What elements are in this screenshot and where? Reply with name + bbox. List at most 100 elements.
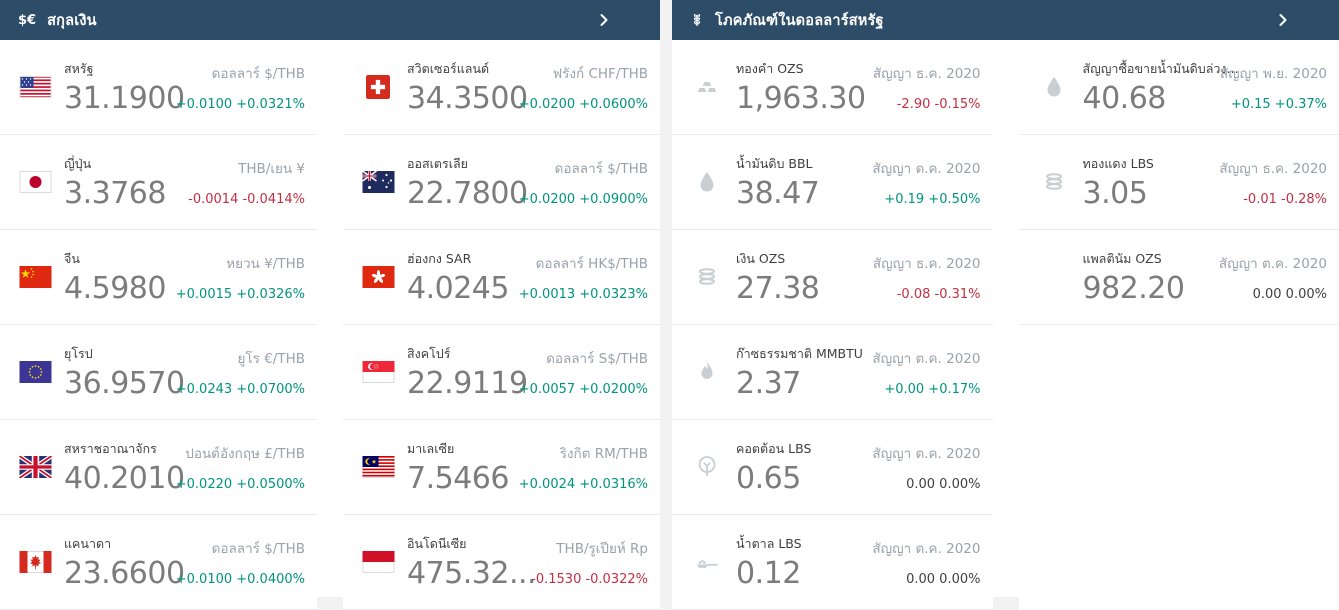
change-value: +0.0024 +0.0316%: [519, 477, 648, 492]
commodities-panel: โภคภัณฑ์ในดอลลาร์สหรัฐ ทองคำ OZS 1,963.3…: [672, 0, 1339, 597]
change-value: -0.01 -0.28%: [1219, 192, 1327, 207]
commodity-card[interactable]: คอตต้อน LBS 0.65 สัญญา ต.ค. 2020 0.00 0.…: [672, 420, 993, 515]
country-name: อินโดนีเซีย: [407, 534, 523, 554]
currency-card[interactable]: สิงคโปร์ 22.9119 ดอลลาร์ S$/THB +0.0057 …: [343, 325, 660, 420]
us-flag-icon: [18, 76, 52, 98]
currency-card[interactable]: แคนาดา 23.6600 ดอลลาร์ $/THB +0.0100 +0.…: [0, 515, 317, 610]
commodity-name: สัญญาซื้อขายน้ำมันดิบล่วง...: [1083, 59, 1212, 79]
contract-label: สัญญา พ.ย. 2020: [1220, 62, 1327, 84]
country-name: ญี่ปุ่น: [64, 154, 180, 174]
exchange-rate-value: 475.32...: [407, 557, 523, 591]
currency-pair-label: ปอนด์อังกฤษ £/THB: [176, 442, 305, 464]
country-name: ฮ่องกง SAR: [407, 249, 511, 269]
currency-card[interactable]: จีน 4.5980 หยวน ¥/THB +0.0015 +0.0326%: [0, 230, 317, 325]
country-name: สวิตเซอร์แลนด์: [407, 59, 511, 79]
currency-card[interactable]: ยุโรป 36.9570 ยูโร €/THB +0.0243 +0.0700…: [0, 325, 317, 420]
wheat-icon: [690, 12, 704, 28]
currency-pair-label: ริงกิต RM/THB: [519, 442, 648, 464]
eu-flag-icon: [18, 361, 52, 383]
dollar-euro-icon: $€: [18, 13, 36, 28]
commodity-name: ทองแดง LBS: [1083, 154, 1212, 174]
commodities-expand-chevron[interactable]: [1273, 0, 1293, 40]
exchange-rate-value: 36.9570: [64, 367, 168, 401]
change-value: -0.08 -0.31%: [873, 287, 981, 302]
currency-pair-label: หยวน ¥/THB: [176, 252, 305, 274]
country-name: แคนาดา: [64, 534, 168, 554]
change-value: -2.90 -0.15%: [873, 97, 981, 112]
currencies-panel-header: $€ สกุลเงิน: [0, 0, 660, 40]
currency-card[interactable]: อินโดนีเซีย 475.32... THB/รูเปียห์ Rp -0…: [343, 515, 660, 610]
change-value: +0.0200 +0.0900%: [519, 192, 648, 207]
cotton-icon: [690, 453, 724, 481]
exchange-rate-value: 4.5980: [64, 272, 168, 306]
commodity-price-value: 27.38: [736, 272, 865, 306]
currency-card[interactable]: สวิตเซอร์แลนด์ 34.3500 ฟรังก์ CHF/THB +0…: [343, 40, 660, 135]
exchange-rate-value: 4.0245: [407, 272, 511, 306]
commodity-price-value: 2.37: [736, 367, 864, 401]
currency-card[interactable]: ฮ่องกง SAR 4.0245 ดอลลาร์ HK$/THB +0.001…: [343, 230, 660, 325]
currencies-panel-title: สกุลเงิน: [47, 9, 97, 32]
commodity-card[interactable]: แพลตินัม OZS 982.20 สัญญา ต.ค. 2020 0.00…: [1019, 230, 1339, 325]
change-value: +0.0243 +0.0700%: [176, 382, 305, 397]
empty-card-slot: [1019, 325, 1339, 420]
commodity-price-value: 0.12: [736, 557, 864, 591]
exchange-rate-value: 7.5466: [407, 462, 511, 496]
country-name: ออสเตรเลีย: [407, 154, 511, 174]
commodity-price-value: 982.20: [1083, 272, 1211, 306]
jp-flag-icon: [18, 171, 52, 193]
contract-label: สัญญา ต.ค. 2020: [872, 347, 980, 369]
currencies-expand-chevron[interactable]: [594, 0, 614, 40]
ca-flag-icon: [18, 551, 52, 573]
currency-pair-label: THB/เยน ¥: [188, 157, 305, 179]
change-value: 0.00 0.00%: [872, 477, 980, 492]
commodity-card[interactable]: ทองคำ OZS 1,963.30 สัญญา ธ.ค. 2020 -2.90…: [672, 40, 993, 135]
commodity-card[interactable]: สัญญาซื้อขายน้ำมันดิบล่วง... 40.68 สัญญา…: [1019, 40, 1339, 135]
country-name: จีน: [64, 249, 168, 269]
gb-flag-icon: [18, 456, 52, 478]
country-name: สหราชอาณาจักร: [64, 439, 168, 459]
currency-pair-label: ดอลลาร์ $/THB: [519, 157, 648, 179]
currency-card[interactable]: ญี่ปุ่น 3.3768 THB/เยน ¥ -0.0014 -0.0414…: [0, 135, 317, 230]
currency-card[interactable]: ออสเตรเลีย 22.7800 ดอลลาร์ $/THB +0.0200…: [343, 135, 660, 230]
change-value: +0.00 +0.17%: [872, 382, 980, 397]
commodity-price-value: 0.65: [736, 462, 864, 496]
currency-card[interactable]: สหรัฐ 31.1900 ดอลลาร์ $/THB +0.0100 +0.0…: [0, 40, 317, 135]
exchange-rate-value: 23.6600: [64, 557, 168, 591]
commodity-card[interactable]: ก๊าซธรรมชาติ MMBTU 2.37 สัญญา ต.ค. 2020 …: [672, 325, 993, 420]
commodities-panel-header: โภคภัณฑ์ในดอลลาร์สหรัฐ: [672, 0, 1339, 40]
coil-icon: [1037, 168, 1071, 196]
contract-label: สัญญา ต.ค. 2020: [872, 157, 980, 179]
contract-label: สัญญา ต.ค. 2020: [872, 537, 980, 559]
sugar-icon: [690, 548, 724, 576]
commodity-name: คอตต้อน LBS: [736, 439, 864, 459]
contract-label: สัญญา ต.ค. 2020: [872, 442, 980, 464]
currency-card[interactable]: มาเลเซีย 7.5466 ริงกิต RM/THB +0.0024 +0…: [343, 420, 660, 515]
contract-label: สัญญา ธ.ค. 2020: [873, 252, 981, 274]
change-value: -0.1530 -0.0322%: [531, 572, 648, 587]
exchange-rate-value: 22.9119: [407, 367, 511, 401]
currency-pair-label: ดอลลาร์ S$/THB: [519, 347, 648, 369]
change-value: -0.0014 -0.0414%: [188, 192, 305, 207]
change-value: +0.15 +0.37%: [1220, 97, 1327, 112]
commodity-card[interactable]: น้ำตาล LBS 0.12 สัญญา ต.ค. 2020 0.00 0.0…: [672, 515, 993, 610]
change-value: +0.0100 +0.0321%: [176, 97, 305, 112]
currency-card[interactable]: สหราชอาณาจักร 40.2010 ปอนด์อังกฤษ £/THB …: [0, 420, 317, 515]
empty-card-slot: [1019, 515, 1339, 610]
commodity-card[interactable]: น้ำมันดิบ BBL 38.47 สัญญา ต.ค. 2020 +0.1…: [672, 135, 993, 230]
contract-label: สัญญา ธ.ค. 2020: [1219, 157, 1327, 179]
commodity-price-value: 40.68: [1083, 82, 1212, 116]
commodity-name: น้ำตาล LBS: [736, 534, 864, 554]
change-value: 0.00 0.00%: [1219, 287, 1327, 302]
commodity-card[interactable]: เงิน OZS 27.38 สัญญา ธ.ค. 2020 -0.08 -0.…: [672, 230, 993, 325]
dashboard-layout: $€ สกุลเงิน สหรัฐ 31.1900 ดอลลาร์ $/THB …: [0, 0, 1339, 597]
exchange-rate-value: 3.3768: [64, 177, 180, 211]
commodity-name: แพลตินัม OZS: [1083, 249, 1211, 269]
currency-pair-label: ฟรังก์ CHF/THB: [519, 62, 648, 84]
commodity-price-value: 1,963.30: [736, 82, 865, 116]
contract-label: สัญญา ต.ค. 2020: [1219, 252, 1327, 274]
commodity-card[interactable]: ทองแดง LBS 3.05 สัญญา ธ.ค. 2020 -0.01 -0…: [1019, 135, 1339, 230]
chevron-right-icon: [600, 14, 608, 26]
country-name: มาเลเซีย: [407, 439, 511, 459]
commodity-name: ทองคำ OZS: [736, 59, 865, 79]
country-name: สิงคโปร์: [407, 344, 511, 364]
